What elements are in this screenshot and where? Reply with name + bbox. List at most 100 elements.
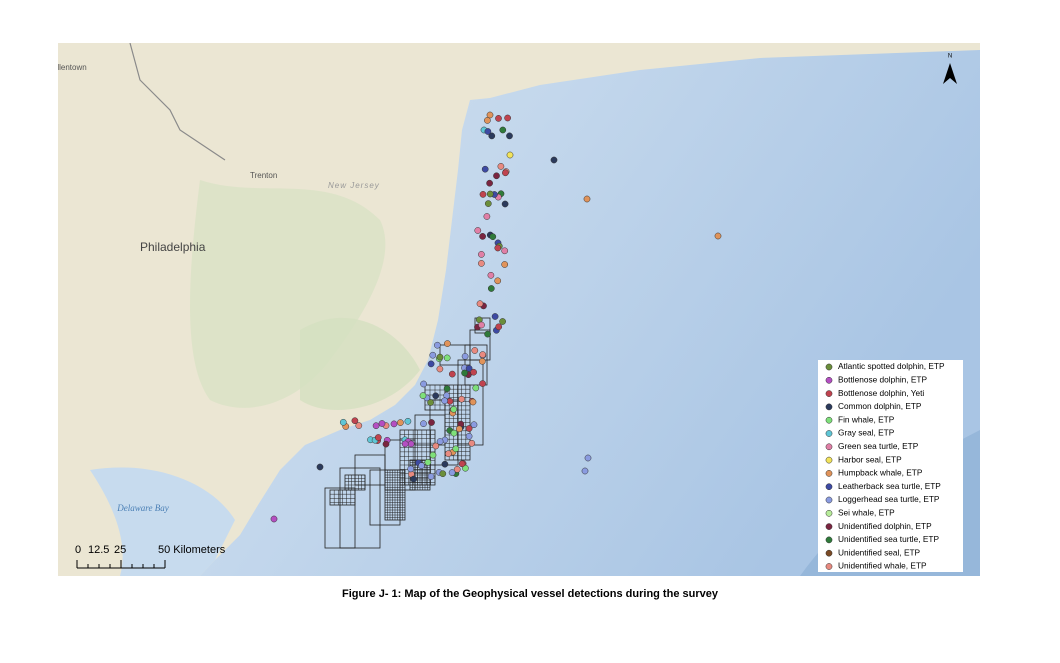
detection [478,321,485,329]
legend-swatch [825,470,833,477]
legend-swatch [825,363,833,371]
north-label: N [948,54,952,60]
detection [583,195,591,203]
legend-swatch [825,523,833,530]
detection [355,422,363,429]
detection [436,353,444,361]
forest [300,317,420,410]
detection [469,398,477,406]
detection [407,465,415,473]
detection [418,462,425,470]
detection [443,385,451,393]
detection [486,179,493,187]
detection [714,232,722,240]
detection [432,442,440,450]
detection [487,271,495,279]
detection [450,405,458,413]
detection [441,460,449,468]
legend-label: Atlantic spotted dolphin, ETP [838,361,945,371]
detection [484,200,492,207]
detection [452,445,460,453]
detection [428,419,435,426]
detection [489,233,497,241]
detection [479,191,487,198]
legend-label: Fin whale, ETP [838,414,895,424]
detection [472,384,480,392]
detection [486,190,494,198]
detection [427,399,434,406]
legend-label: Unidentified whale, ETP [838,561,927,571]
detection [382,440,390,448]
detection [372,422,380,430]
detection [453,466,461,473]
detection [420,420,427,428]
detection [427,473,435,480]
detection [458,395,465,403]
detection [501,247,509,255]
legend-swatch [825,509,833,517]
detection [501,200,509,208]
legend-label: Humpback whale, ETP [838,468,923,478]
detection [448,469,456,476]
detection [501,261,509,268]
detection [497,163,505,170]
detection [445,450,452,458]
detection [427,360,435,368]
detection [419,392,427,399]
detection [486,111,494,119]
detection [397,419,404,426]
detection [443,354,451,362]
detection [458,460,466,468]
legend-swatch [825,536,833,544]
detection [491,313,499,320]
legend-label: Sei whale, ETP [838,507,895,517]
detection [474,227,482,234]
bay [90,467,235,576]
detection [470,421,478,429]
place-label: Allentown [52,63,87,72]
detection [499,318,506,325]
north-arrow [943,63,957,84]
detection [444,340,451,347]
detection [455,425,463,433]
detection [484,330,491,338]
land [470,43,980,100]
detection [484,117,491,124]
detection [495,323,503,331]
detection [316,463,324,471]
detection [461,369,468,377]
detection [441,397,448,405]
detection [439,470,447,478]
legend-swatch [825,416,833,424]
place-label: Philadelphia [140,240,206,254]
scale-label: 12.5 [88,544,109,556]
legend-label: Unidentified sea turtle, ETP [838,534,939,544]
state-border [129,43,226,161]
detection [434,341,441,349]
legend-label: Harbor seal, ETP [838,454,902,464]
detection [550,156,558,164]
legend-swatch [825,563,833,570]
detection [401,440,409,448]
detection [484,128,492,135]
detection [499,126,507,134]
scale-label: 50 Kilometers [158,544,226,556]
legend-label: Bottlenose dolphin, ETP [838,374,927,384]
legend-label: Loggerhead sea turtle, ETP [838,494,940,504]
detection [478,260,485,267]
detection [410,475,417,483]
legend-label: Green sea turtle, ETP [838,441,919,451]
detection [468,439,476,447]
detections [270,111,722,523]
legend-swatch [825,390,833,397]
detection [390,420,398,428]
detection [470,368,477,376]
legend-swatch [825,403,833,411]
legend-label: Unidentified dolphin, ETP [838,521,932,531]
legend-label: Common dolphin, ETP [838,401,922,411]
detection [465,425,473,432]
legend: Atlantic spotted dolphin, ETP Bottlenose … [825,361,945,571]
detection [461,353,469,360]
detection [506,132,513,140]
